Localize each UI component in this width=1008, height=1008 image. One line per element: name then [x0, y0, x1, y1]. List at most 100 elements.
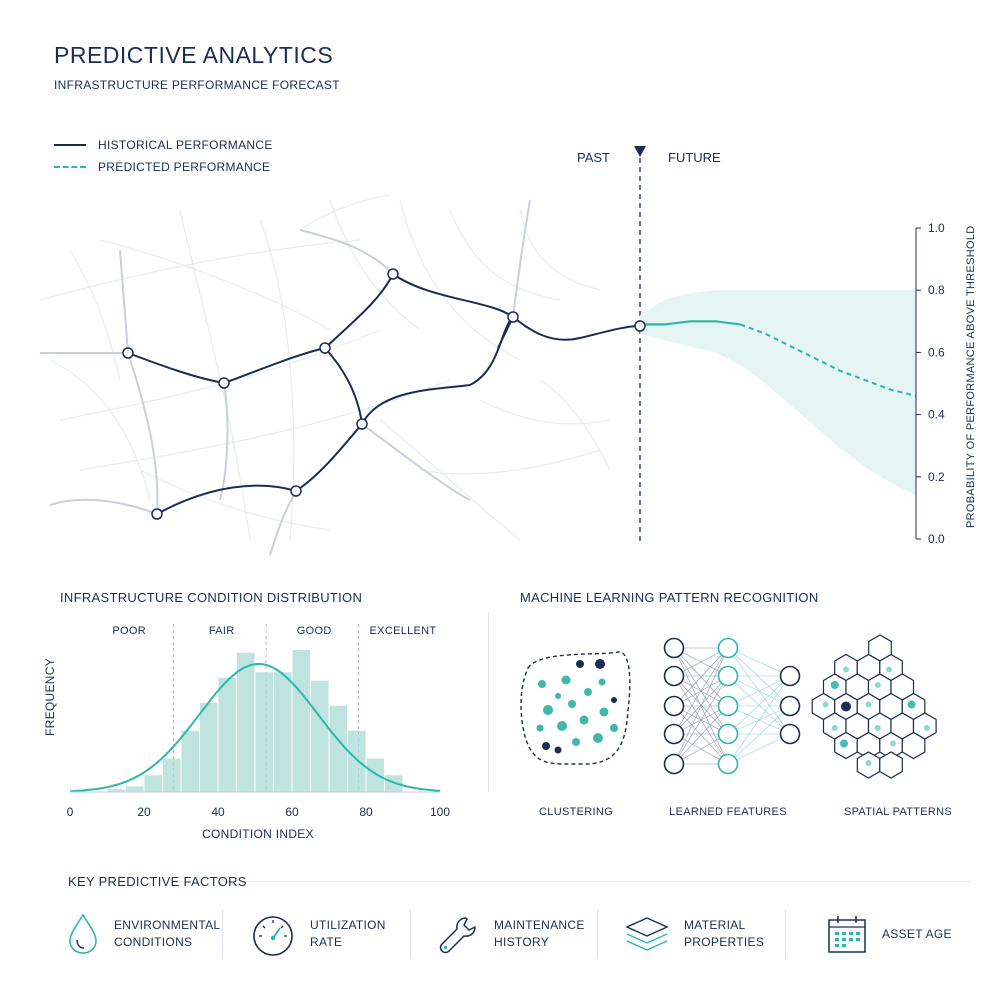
hex-dot: [890, 740, 897, 747]
factor-label: ENVIRONMENTAL CONDITIONS: [114, 918, 221, 949]
factor-separator: [785, 910, 786, 958]
network-node: [507, 311, 519, 323]
hex-dot: [923, 725, 930, 731]
nn-connection: [727, 647, 791, 677]
page-title: PREDICTIVE ANALYTICS: [54, 42, 334, 68]
hex-dot: [822, 701, 829, 708]
hex-dot: [843, 666, 849, 673]
background-map: [39, 194, 611, 541]
legend-predicted-swatch: [54, 166, 86, 168]
network-nodes: [122, 268, 519, 520]
hexagon-grid-icon: [811, 634, 937, 779]
nn-node: [663, 723, 685, 745]
nn-node: [717, 723, 739, 745]
factor-maintenance: MAINTENANCE HISTORY: [436, 906, 585, 962]
forecast-y-axis-label: PROBABILITY OF PERFORMANCE ABOVE THRESHO…: [965, 225, 977, 528]
histogram-bar: [218, 677, 236, 792]
predicted-line-far: [740, 323, 917, 397]
distribution-tick-label: 40: [211, 805, 225, 819]
nn-node: [663, 695, 685, 717]
ml-illustrations: [520, 634, 937, 779]
factors-title-rule: [246, 881, 970, 882]
legend-predicted: PREDICTED PERFORMANCE: [54, 160, 270, 174]
histogram-bar: [348, 730, 366, 792]
wrench-icon: [439, 917, 476, 954]
legend-historical-swatch: [54, 144, 86, 146]
hex-dot: [840, 739, 848, 748]
nn-connection: [727, 705, 791, 765]
calendar-icon: [828, 916, 866, 953]
hex-dot: [865, 701, 872, 708]
network-node: [356, 418, 368, 430]
hex-cell: [901, 731, 926, 760]
histogram-bar: [126, 786, 144, 792]
hex-dot: [831, 725, 838, 731]
nn-connection: [727, 647, 791, 707]
nn-connection: [727, 733, 791, 765]
distribution-x-axis-label: CONDITION INDEX: [202, 827, 314, 841]
confidence-band: [640, 290, 916, 496]
clustering-icon: [520, 651, 631, 765]
zone-label: EXCELLENT: [370, 625, 437, 637]
nn-connection: [673, 647, 729, 735]
forecast-tick-label: 0.2: [928, 470, 945, 484]
zone-label: FAIR: [209, 625, 235, 637]
ml-caption-clustering: CLUSTERING: [539, 806, 613, 818]
forecast-tick-label: 0.4: [928, 408, 945, 422]
hex-cell: [879, 751, 903, 779]
histogram-bar: [292, 650, 310, 792]
hex-dot: [874, 682, 881, 688]
ml-title: MACHINE LEARNING PATTERN RECOGNITION: [520, 590, 819, 605]
network-node: [151, 508, 163, 520]
historical-network: [127, 273, 641, 515]
gauge-icon: [253, 916, 293, 956]
page-subtitle: INFRASTRUCTURE PERFORMANCE FORECAST: [54, 78, 340, 92]
legend-historical-label: HISTORICAL PERFORMANCE: [98, 138, 273, 152]
factor-environmental: ENVIRONMENTAL CONDITIONS: [66, 906, 220, 962]
histogram-bar: [255, 672, 273, 792]
past-label: PAST: [577, 150, 610, 165]
factors-title: KEY PREDICTIVE FACTORS: [68, 874, 247, 889]
nn-node: [779, 665, 801, 687]
ml-caption-learned-features: LEARNED FEATURES: [669, 806, 787, 818]
distribution-title: INFRASTRUCTURE CONDITION DISTRIBUTION: [60, 590, 363, 605]
histogram-bar: [366, 758, 384, 792]
histogram-bar: [385, 775, 403, 792]
factor-asset-age: ASSET AGE: [826, 906, 952, 962]
forecast-tick-label: 0.8: [928, 283, 945, 297]
histogram-bar: [200, 702, 218, 792]
histogram-bar: [311, 680, 329, 792]
future-label: FUTURE: [668, 150, 721, 165]
nn-connection: [727, 675, 791, 735]
nn-connection: [673, 705, 729, 765]
histogram-bar: [274, 672, 292, 792]
nn-node: [717, 665, 739, 687]
legend-predicted-label: PREDICTED PERFORMANCE: [98, 160, 271, 174]
network-node: [122, 347, 134, 359]
hex-dot: [865, 760, 872, 766]
ml-caption-spatial-patterns: SPATIAL PATTERNS: [843, 806, 953, 818]
nn-node: [663, 665, 685, 687]
factor-label: MATERIAL PROPERTIES: [684, 918, 765, 949]
nn-node: [663, 637, 685, 659]
zone-label: GOOD: [297, 625, 332, 637]
nn-node: [717, 753, 739, 775]
forecast-tick-label: 1.0: [928, 221, 945, 235]
factor-separator: [410, 910, 411, 958]
hex-dot: [886, 666, 893, 673]
distribution-tick-label: 60: [285, 805, 299, 819]
histogram-bar: [237, 652, 255, 792]
present-node: [634, 320, 646, 332]
nn-connection: [673, 675, 729, 765]
background-roads: [40, 199, 531, 556]
distribution-y-axis-label: FREQUENCY: [43, 658, 57, 736]
hex-dot: [874, 725, 881, 731]
network-node: [387, 268, 399, 280]
nn-connection: [673, 647, 729, 765]
layers-icon: [625, 917, 669, 951]
nn-node: [717, 695, 739, 717]
histogram-bar: [144, 775, 162, 792]
factor-label: ASSET AGE: [882, 926, 952, 941]
histogram-bar: [163, 758, 181, 792]
factor-separator: [597, 910, 598, 958]
